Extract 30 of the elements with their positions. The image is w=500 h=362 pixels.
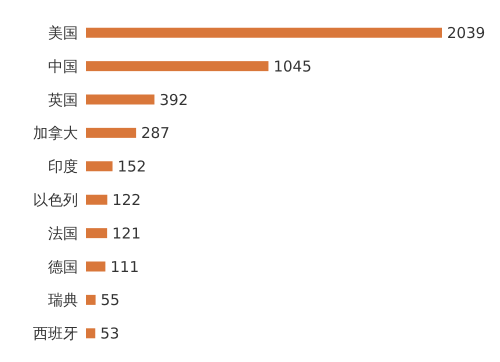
data-label: 111 [110, 258, 140, 276]
bar [86, 94, 154, 104]
y-tick-label: 印度 [48, 158, 78, 176]
data-label: 2039 [447, 24, 486, 42]
data-label: 152 [118, 158, 146, 176]
bar [86, 261, 106, 272]
y-tick-label: 以色列 [33, 191, 78, 210]
y-tick-label: 法国 [48, 224, 78, 242]
bar [86, 328, 96, 338]
data-label: 392 [159, 90, 188, 109]
bar [86, 294, 96, 305]
data-label: 287 [141, 124, 170, 142]
bar [86, 28, 442, 38]
y-tick-label: 英国 [48, 90, 78, 109]
bar [86, 228, 108, 238]
bar [86, 161, 113, 172]
data-label: 1045 [273, 57, 312, 76]
data-label: 122 [112, 191, 141, 210]
data-label: 53 [100, 324, 120, 343]
y-tick-label: 德国 [48, 258, 78, 276]
bar [86, 61, 268, 72]
y-tick-label: 美国 [48, 24, 78, 42]
bar [86, 194, 108, 205]
y-tick-label: 西班牙 [33, 324, 78, 343]
y-tick-label: 中国 [48, 57, 78, 76]
y-tick-label: 加拿大 [33, 124, 78, 142]
data-label: 55 [100, 291, 120, 310]
data-label: 121 [112, 224, 141, 242]
y-tick-label: 瑞典 [48, 291, 78, 310]
bar [86, 128, 136, 138]
